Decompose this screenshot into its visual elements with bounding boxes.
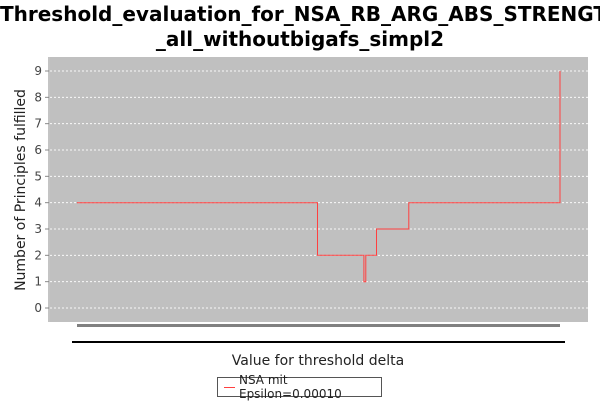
y-tick-label: 0 [34,301,42,315]
legend: NSA mit Epsilon=0.00010 [217,373,382,401]
x-axis [72,324,565,343]
x-axis-label: Value for threshold delta [231,353,405,369]
legend-label: NSA mit Epsilon=0.00010 [238,373,342,401]
series-layer [77,71,561,283]
y-tick-label: 5 [34,169,42,183]
y-tick-label: 4 [34,196,42,210]
y-tick-label: 8 [34,90,42,104]
y-tick-label: 7 [34,117,42,131]
legend-swatch [224,386,235,388]
y-axis-label: Number of Principles fulfilled [13,89,29,291]
y-tick-label: 6 [34,143,42,157]
chart-title-line-2: _all_withoutbigafs_simpl2 [155,27,445,51]
y-tick-label: 9 [34,64,42,78]
y-tick-label: 3 [34,222,42,236]
x-axis-band [77,324,560,327]
plot-area [50,57,588,322]
chart-title-line-1: Threshold_evaluation_for_NSA_RB_ARG_ABS_… [0,2,600,26]
y-axis: 0 1 2 3 4 5 6 7 8 9 [34,57,50,322]
series-line [77,71,561,283]
y-tick-label: 1 [34,275,42,289]
y-tick-label: 2 [34,248,42,262]
